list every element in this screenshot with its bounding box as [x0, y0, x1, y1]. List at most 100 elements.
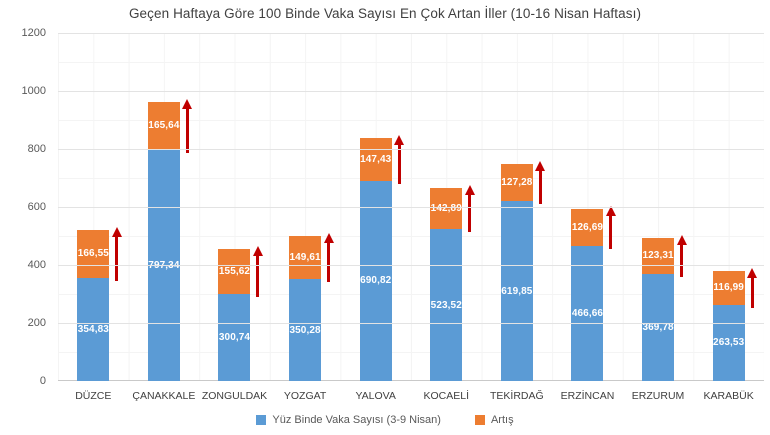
bar-value-label: 263,53	[713, 337, 745, 349]
x-axis-label-kocaeli̇: KOCAELİ	[423, 390, 470, 402]
bar-segment-increase: 149,61	[289, 236, 322, 280]
x-axis-label-yalova: YALOVA	[355, 390, 396, 402]
legend-label-series1: Yüz Binde Vaka Sayısı (3-9 Nisan)	[272, 414, 441, 426]
bar-column-erzurum: 369,78 123,31	[623, 33, 694, 381]
arrow-head	[394, 134, 405, 145]
arrow-head	[111, 226, 122, 237]
bar-value-label: 466,66	[571, 307, 604, 319]
x-axis-label-karabük: KARABÜK	[703, 390, 754, 402]
up-arrow-icon	[464, 184, 475, 233]
x-axis-label-erzurum: ERZURUM	[631, 390, 685, 402]
up-arrow-icon	[747, 267, 758, 308]
arrow-stem	[750, 277, 754, 308]
gridline	[58, 264, 764, 266]
bar-segment-base: 354,83	[77, 278, 110, 381]
y-tick-label: 600	[27, 201, 46, 213]
arrow-head	[605, 205, 616, 216]
bar-column-kocaeli̇: 523,52 142,89	[411, 33, 482, 381]
increase-value-label: 147,43	[360, 153, 392, 165]
up-arrow-icon	[535, 161, 546, 205]
y-tick-label: 400	[27, 259, 46, 271]
legend-item-series2: Artış	[474, 414, 514, 426]
y-axis: 0 200 400 600 800 1000 1200	[0, 27, 50, 387]
bar-column-erzi̇ncan: 466,66 126,69	[552, 33, 623, 381]
arrow-head	[747, 267, 758, 278]
x-axis-line	[58, 380, 764, 381]
bar-segment-increase: 116,99	[712, 270, 745, 305]
arrow-stem	[327, 243, 331, 283]
legend: Yüz Binde Vaka Sayısı (3-9 Nisan) Artış	[0, 410, 770, 430]
arrow-head	[252, 245, 263, 256]
bar-segment-base: 350,28	[289, 279, 322, 381]
x-axis-label-yozgat: YOZGAT	[283, 390, 327, 402]
arrow-head	[464, 184, 475, 195]
bar-segment-increase: 127,28	[500, 164, 533, 202]
bar-column-karabük: 263,53 116,99	[693, 33, 764, 381]
legend-swatch-orange	[474, 415, 485, 425]
bar-segment-base: 300,74	[218, 293, 251, 381]
bar-segment-increase: 166,55	[77, 229, 110, 279]
arrow-head	[182, 98, 193, 109]
bar-segment-increase: 155,62	[218, 248, 251, 294]
up-arrow-icon	[394, 134, 405, 184]
bar-value-label: 369,78	[642, 321, 674, 333]
arrow-stem	[115, 236, 119, 282]
x-axis-label-çanakkale: ÇANAKKALE	[132, 390, 196, 402]
arrow-stem	[680, 245, 684, 277]
bar-value-label: 690,82	[360, 275, 392, 287]
bar-column-zonguldak: 300,74 155,62	[199, 33, 270, 381]
up-arrow-icon	[676, 235, 687, 277]
bar-column-yozgat: 350,28 149,61	[270, 33, 341, 381]
arrow-head	[535, 161, 546, 172]
bar-segment-increase: 147,43	[359, 137, 392, 181]
x-axis-label-düzce: DÜZCE	[75, 390, 112, 402]
up-arrow-icon	[605, 205, 616, 249]
bar-column-düzce: 354,83 166,55	[58, 33, 129, 381]
bar-segment-increase: 123,31	[642, 238, 675, 274]
up-arrow-icon	[111, 226, 122, 282]
bar-value-label: 354,83	[77, 324, 109, 336]
bar-column-yalova: 690,82 147,43	[340, 33, 411, 381]
y-tick-label: 200	[27, 317, 46, 329]
increase-value-label: 127,28	[501, 177, 533, 189]
bar-value-label: 300,74	[218, 331, 251, 343]
arrow-head	[323, 233, 334, 244]
x-axis-label-erzi̇ncan: ERZİNCAN	[560, 390, 615, 402]
arrow-stem	[185, 108, 189, 153]
legend-item-series1: Yüz Binde Vaka Sayısı (3-9 Nisan)	[256, 414, 441, 426]
increase-value-label: 149,61	[289, 252, 321, 264]
bar-segment-base: 690,82	[359, 180, 392, 381]
increase-value-label: 116,99	[713, 282, 744, 294]
chart-title: Geçen Haftaya Göre 100 Binde Vaka Sayısı…	[128, 6, 642, 21]
increase-value-label: 126,69	[571, 221, 604, 233]
bar-value-label: 523,52	[430, 299, 462, 311]
gridline	[58, 322, 764, 324]
arrow-head	[676, 235, 687, 246]
increase-value-label: 165,64	[148, 120, 180, 132]
up-arrow-icon	[182, 98, 193, 153]
increase-value-label: 142,89	[430, 202, 462, 214]
plot-area: 354,83166,55797,34165,64300,74155,62350,…	[58, 32, 764, 381]
increase-value-label: 155,62	[218, 265, 251, 277]
up-arrow-icon	[252, 245, 263, 297]
arrow-stem	[538, 171, 542, 205]
bar-segment-base: 523,52	[430, 229, 463, 381]
up-arrow-icon	[323, 233, 334, 283]
gridline	[58, 32, 764, 34]
y-tick-label: 1200	[21, 27, 46, 39]
bar-segment-base: 619,85	[500, 201, 533, 381]
arrow-stem	[397, 144, 401, 184]
increase-value-label: 166,55	[77, 248, 109, 260]
bar-column-teki̇rdağ: 619,85 127,28	[482, 33, 553, 381]
x-axis-labels: DÜZCE ÇANAKKALE ZONGULDAK YOZGAT YALOVA KOCAE…	[58, 386, 764, 406]
y-tick-label: 0	[39, 375, 46, 387]
bar-segment-increase: 126,69	[571, 208, 604, 246]
x-axis-label-zonguldak: ZONGULDAK	[201, 390, 268, 402]
bar-segment-base: 263,53	[712, 304, 745, 381]
arrow-stem	[609, 215, 613, 249]
arrow-stem	[256, 255, 260, 297]
bar-value-label: 350,28	[289, 324, 321, 336]
bar-segment-base: 466,66	[571, 245, 604, 381]
x-axis-label-teki̇rdağ: TEKİRDAĞ	[490, 390, 544, 402]
